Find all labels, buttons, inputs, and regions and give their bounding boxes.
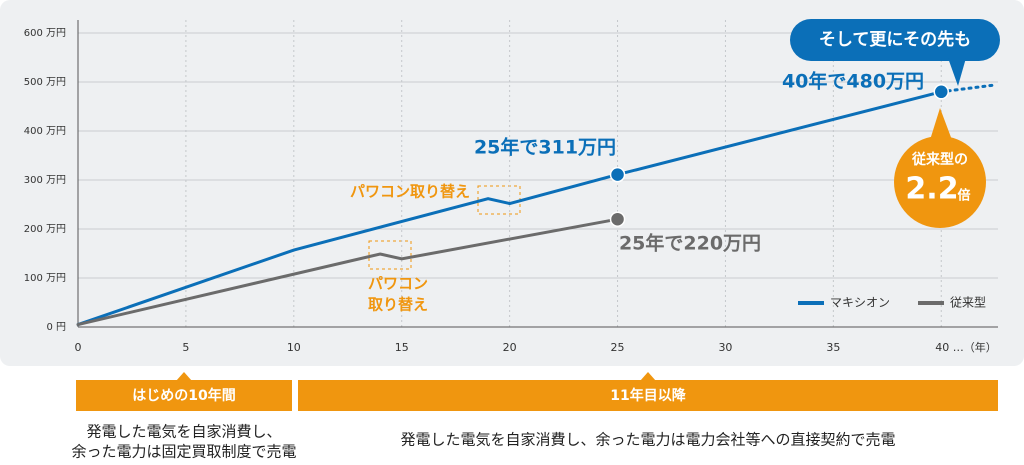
y-tick-label: 100 万円 <box>24 273 66 284</box>
y-tick-label: 600 万円 <box>24 28 66 39</box>
period-label: はじめの10年間 <box>132 387 235 404</box>
x-tick-label: 10 <box>287 341 301 354</box>
period-note: 発電した電気を自家消費し、 <box>86 423 281 441</box>
y-tick-label: 500 万円 <box>24 77 66 88</box>
badge-tail <box>930 108 952 140</box>
y-tick-label: 0 円 <box>46 322 66 333</box>
period-notch <box>640 372 656 381</box>
highlight-box <box>368 240 412 270</box>
legend-label: マキシオン <box>830 296 890 310</box>
plot-background <box>0 0 1024 366</box>
series-line <box>76 90 943 327</box>
callout-tail <box>948 58 966 86</box>
y-tick-label: 300 万円 <box>24 175 66 186</box>
callout-text: そして更にその先も <box>819 29 971 50</box>
y-tick-label: 200 万円 <box>24 224 66 235</box>
x-tick-label: 5 <box>182 341 189 354</box>
period-label: 11年目以降 <box>610 387 686 404</box>
annotation: 25年で220万円 <box>619 232 761 255</box>
annotation: 取り替え <box>368 296 428 314</box>
point-marker <box>609 166 626 183</box>
series-line <box>76 217 620 327</box>
period-bar <box>76 380 292 411</box>
legend-label: 従来型 <box>950 296 986 310</box>
annotation: 40年で480万円 <box>782 70 924 93</box>
x-tick-label: 15 <box>395 341 409 354</box>
badge-value: 2.2 <box>905 172 958 207</box>
x-tick-label: 40 …（年） <box>935 340 997 354</box>
x-tick-label: 35 <box>826 341 840 354</box>
badge-unit: 倍 <box>957 188 970 204</box>
x-tick-label: 20 <box>503 341 517 354</box>
badge <box>894 136 986 228</box>
badge-top: 従来型の <box>911 151 968 168</box>
x-tick-label: 30 <box>718 341 732 354</box>
annotation: パワコン <box>368 275 428 293</box>
point-marker <box>609 211 626 227</box>
period-note: 発電した電気を自家消費し、余った電力は電力会社等への直接契約で売電 <box>400 431 895 449</box>
x-tick-label: 25 <box>611 341 625 354</box>
period-note: 余った電力は固定買取制度で売電 <box>71 443 296 461</box>
annotation: 25年で311万円 <box>474 136 616 159</box>
x-tick-label: 0 <box>75 341 82 354</box>
y-tick-label: 400 万円 <box>24 126 66 137</box>
period-bar <box>298 380 998 411</box>
projection-line <box>939 83 997 94</box>
callout-box <box>790 19 1000 61</box>
point-marker <box>933 84 950 100</box>
annotation: パワコン取り替え <box>350 183 470 201</box>
period-notch <box>176 372 192 381</box>
